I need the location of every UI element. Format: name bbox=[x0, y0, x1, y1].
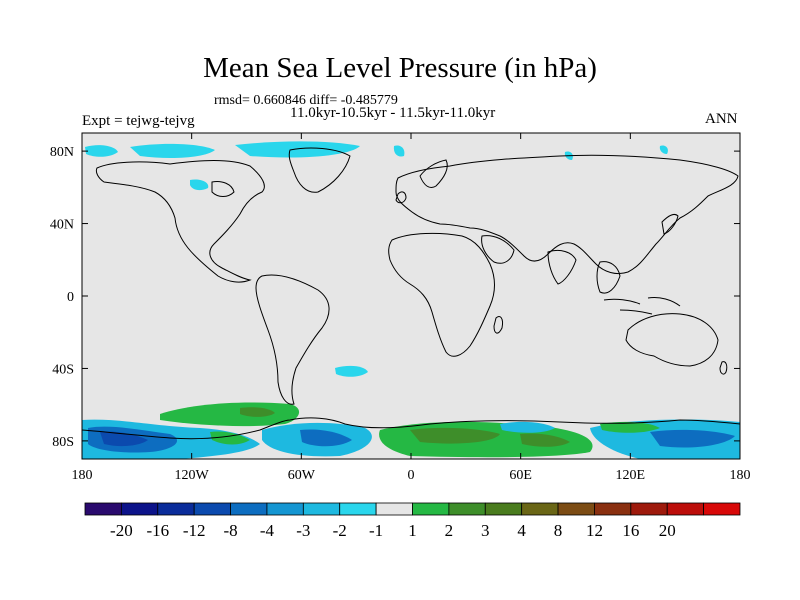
coastline-south-america bbox=[255, 274, 330, 405]
coastline-layer bbox=[82, 147, 740, 440]
colorbar-swatch bbox=[630, 502, 668, 516]
x-tick-label: 180 bbox=[730, 468, 751, 483]
colorbar-swatch bbox=[120, 502, 159, 516]
coastline-africa bbox=[388, 232, 495, 357]
coastline-southeast-asia bbox=[596, 261, 621, 294]
plot-title: Mean Sea Level Pressure (in hPa) bbox=[203, 52, 597, 84]
season-label: ANN bbox=[705, 111, 738, 127]
contour-high-east-antarctica-core-2 bbox=[520, 433, 570, 447]
y-tick-label: 80S bbox=[52, 435, 74, 450]
contour-low-indian-sector bbox=[500, 421, 555, 433]
contour-fill-layer bbox=[82, 141, 740, 459]
period-label: 11.0kyr-10.5kyr - 11.5kyr-11.0kyr bbox=[290, 105, 496, 121]
coastline-british-isles bbox=[395, 191, 407, 204]
colorbar: -20 -16 -12 -8 -4 -3 -2 -1 1 2 3 4 8 12 16 20 bbox=[84, 502, 741, 540]
x-tick-label: 0 bbox=[408, 468, 415, 483]
colorbar-swatch bbox=[302, 502, 341, 516]
x-tick-label: 60E bbox=[509, 468, 532, 483]
contour-low-pacific-core-2 bbox=[100, 431, 148, 447]
colorbar-swatch bbox=[703, 502, 741, 516]
colorbar-swatch bbox=[266, 502, 304, 516]
colorbar-label: -4 bbox=[260, 521, 275, 540]
coastline-japan bbox=[661, 213, 679, 235]
colorbar-label: 8 bbox=[554, 521, 563, 540]
y-tick-label: 0 bbox=[67, 290, 74, 305]
colorbar-label: -20 bbox=[110, 521, 133, 540]
contour-arctic-patch-2 bbox=[130, 143, 215, 158]
coastline-arabia bbox=[481, 235, 515, 264]
y-axis: 80N 40N 0 40S 80S bbox=[50, 145, 740, 450]
contour-arctic-patch-1 bbox=[85, 145, 118, 157]
colorbar-swatch bbox=[557, 502, 595, 516]
colorbar-label: -8 bbox=[223, 521, 237, 540]
colorbar-swatch bbox=[193, 502, 231, 516]
contour-high-ross-patch bbox=[600, 421, 660, 433]
coastline-madagascar bbox=[493, 315, 503, 334]
contour-high-bellingshausen bbox=[160, 402, 300, 427]
colorbar-swatch bbox=[594, 502, 632, 516]
colorbar-swatch bbox=[157, 502, 195, 516]
colorbar-label: 4 bbox=[517, 521, 526, 540]
colorbar-label: -1 bbox=[369, 521, 383, 540]
coastline-new-zealand bbox=[719, 361, 728, 375]
coastline-india bbox=[547, 249, 577, 285]
x-tick-label: 180 bbox=[72, 468, 93, 483]
stats-line: rmsd= 0.660846 diff= -0.485779 bbox=[214, 93, 398, 108]
colorbar-label: -12 bbox=[183, 521, 206, 540]
contour-high-bellingshausen-core bbox=[240, 407, 275, 417]
colorbar-swatch bbox=[230, 502, 268, 516]
colorbar-swatch bbox=[448, 502, 486, 516]
contour-low-amundsen-core bbox=[300, 429, 352, 447]
colorbar-swatch bbox=[412, 502, 450, 516]
colorbar-label: -16 bbox=[146, 521, 169, 540]
contour-arctic-patch-3 bbox=[235, 141, 360, 158]
colorbar-swatch bbox=[84, 502, 122, 516]
x-axis: 180 120W 60W 0 60E 120E 180 bbox=[72, 133, 751, 483]
coastline-europe-asia bbox=[395, 154, 739, 275]
coastline-indonesia bbox=[603, 297, 681, 315]
colorbar-label: 12 bbox=[586, 521, 603, 540]
colorbar-label: 1 bbox=[408, 521, 417, 540]
contour-high-east-antarctica-core bbox=[410, 427, 500, 444]
coastline-north-america bbox=[95, 160, 265, 283]
colorbar-swatch bbox=[375, 502, 413, 516]
contour-arctic-patch-7 bbox=[659, 145, 668, 154]
contour-south-atlantic-patch bbox=[335, 365, 368, 377]
colorbar-swatch bbox=[484, 502, 523, 516]
coastline-australia bbox=[625, 313, 719, 367]
colorbar-label: 16 bbox=[622, 521, 639, 540]
colorbar-label: 3 bbox=[481, 521, 490, 540]
experiment-label: Expt = tejwg-tejvg bbox=[82, 113, 195, 129]
y-tick-label: 40N bbox=[50, 218, 74, 233]
coastline-greenland bbox=[288, 147, 351, 193]
contour-arctic-patch-5 bbox=[393, 145, 405, 157]
colorbar-label: -3 bbox=[296, 521, 310, 540]
x-tick-label: 60W bbox=[288, 468, 316, 483]
contour-high-weddell bbox=[210, 431, 250, 445]
y-tick-label: 40S bbox=[52, 362, 74, 377]
coastline-antarctica bbox=[82, 417, 740, 440]
colorbar-swatch bbox=[521, 502, 559, 516]
coastline-hudson-bay bbox=[211, 181, 235, 197]
x-tick-label: 120W bbox=[175, 468, 210, 483]
x-tick-label: 120E bbox=[616, 468, 646, 483]
y-tick-label: 80N bbox=[50, 145, 74, 160]
colorbar-swatch bbox=[666, 502, 705, 516]
colorbar-label: -2 bbox=[333, 521, 347, 540]
contour-arctic-patch-4 bbox=[190, 179, 209, 191]
colorbar-swatch bbox=[339, 502, 377, 516]
coastline-scandinavia bbox=[419, 159, 448, 189]
contour-low-ross-core bbox=[650, 429, 735, 448]
colorbar-label: 20 bbox=[659, 521, 676, 540]
colorbar-label: 2 bbox=[445, 521, 454, 540]
